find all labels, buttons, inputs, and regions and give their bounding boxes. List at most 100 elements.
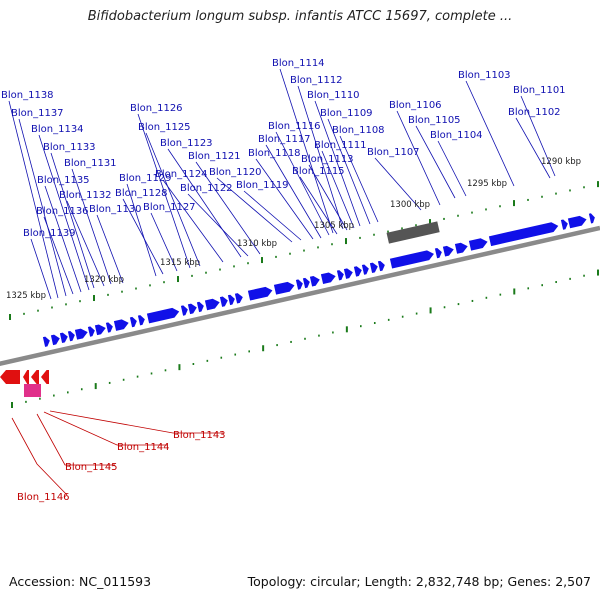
forward-gene-arrow[interactable] [343, 267, 354, 279]
forward-gene-label[interactable]: Blon_1106 [389, 100, 442, 111]
forward-gene-arrow[interactable] [488, 221, 559, 247]
forward-gene-label[interactable]: Blon_1123 [160, 138, 213, 149]
gene-leader-line [8, 100, 59, 299]
gene-leader-line [162, 179, 224, 263]
forward-gene-arrow[interactable] [353, 265, 363, 277]
forward-gene-label[interactable]: Blon_1107 [367, 147, 420, 158]
forward-gene-arrow[interactable] [320, 271, 337, 285]
forward-gene-label[interactable]: Blon_1113 [301, 154, 354, 165]
forward-gene-arrow[interactable] [50, 334, 61, 346]
forward-gene-arrow[interactable] [247, 286, 274, 301]
forward-gene-arrow[interactable] [560, 219, 569, 230]
reverse-gene-label[interactable]: Blon_1144 [117, 442, 170, 453]
forward-gene-arrow[interactable] [567, 215, 588, 229]
gene-leader-line [150, 212, 178, 272]
forward-gene-arrow[interactable] [129, 316, 138, 328]
forward-gene-arrow[interactable] [234, 292, 244, 304]
forward-gene-arrow[interactable] [227, 294, 236, 306]
gene-leader-line [145, 132, 201, 267]
forward-gene-arrow[interactable] [196, 301, 205, 313]
forward-gene-arrow[interactable] [468, 237, 489, 251]
forward-gene-arrow[interactable] [442, 245, 455, 257]
forward-gene-arrow[interactable] [302, 277, 311, 289]
forward-gene-label[interactable]: Blon_1135 [37, 175, 90, 186]
forward-gene-label[interactable]: Blon_1133 [43, 142, 96, 153]
forward-gene-arrow[interactable] [204, 297, 221, 311]
forward-gene-label[interactable]: Blon_1126 [130, 103, 183, 114]
forward-gene-arrow[interactable] [146, 307, 180, 324]
reverse-gene-label[interactable]: Blon_1143 [173, 430, 226, 441]
forward-gene-label[interactable]: Blon_1128 [115, 188, 168, 199]
forward-gene-arrow[interactable] [67, 330, 76, 342]
forward-gene-arrow[interactable] [309, 275, 321, 287]
pink-feature[interactable] [24, 384, 41, 397]
forward-gene-label[interactable]: Blon_1118 [248, 148, 301, 159]
gene-leader-line [49, 410, 223, 434]
gene-leader-line [275, 131, 330, 236]
forward-gene-arrow[interactable] [113, 318, 130, 331]
gray-feature[interactable] [386, 221, 440, 244]
forward-gene-arrow[interactable] [42, 336, 51, 347]
forward-gene-arrow[interactable] [87, 326, 96, 337]
forward-gene-label[interactable]: Blon_1134 [31, 124, 84, 135]
reverse-gene-arrow[interactable] [23, 370, 29, 384]
forward-gene-arrow[interactable] [336, 269, 345, 281]
forward-gene-label[interactable]: Blon_1114 [272, 58, 325, 69]
forward-gene-label[interactable]: Blon_1132 [59, 190, 112, 201]
forward-gene-label[interactable]: Blon_1117 [258, 134, 311, 145]
forward-gene-label[interactable]: Blon_1108 [332, 125, 385, 136]
forward-gene-label[interactable]: Blon_1124 [155, 169, 208, 180]
forward-gene-arrow[interactable] [59, 332, 69, 344]
forward-gene-label[interactable]: Blon_1138 [1, 90, 54, 101]
forward-gene-label[interactable]: Blon_1103 [458, 70, 511, 81]
forward-gene-label[interactable]: Blon_1110 [307, 90, 360, 101]
scale-label: 1310 kbp [237, 239, 277, 249]
forward-gene-arrow[interactable] [389, 249, 435, 269]
forward-gene-label[interactable]: Blon_1119 [236, 180, 289, 191]
forward-gene-arrow[interactable] [74, 327, 89, 340]
forward-gene-arrow[interactable] [219, 296, 229, 307]
forward-gene-label[interactable]: Blon_1105 [408, 115, 461, 126]
reverse-gene-label[interactable]: Blon_1145 [65, 462, 118, 473]
forward-gene-label[interactable]: Blon_1121 [188, 151, 241, 162]
gene-leader-line [44, 185, 82, 293]
forward-gene-label[interactable]: Blon_1120 [209, 167, 262, 178]
reverse-gene-label[interactable]: Blon_1146 [17, 492, 70, 503]
forward-gene-label[interactable]: Blon_1104 [430, 130, 483, 141]
forward-gene-label[interactable]: Blon_1101 [513, 85, 566, 96]
forward-gene-arrow[interactable] [187, 303, 198, 315]
reverse-gene-arrow[interactable] [31, 370, 39, 384]
forward-gene-arrow[interactable] [377, 260, 386, 272]
forward-gene-arrow[interactable] [180, 305, 189, 316]
forward-gene-arrow[interactable] [369, 262, 379, 273]
forward-gene-arrow[interactable] [295, 279, 304, 290]
forward-gene-label[interactable]: Blon_1125 [138, 122, 191, 133]
forward-gene-label[interactable]: Blon_1139 [23, 228, 76, 239]
forward-gene-label[interactable]: Blon_1116 [268, 121, 321, 132]
forward-gene-arrow[interactable] [105, 322, 114, 333]
forward-gene-label[interactable]: Blon_1129 [119, 173, 172, 184]
forward-gene-label[interactable]: Blon_1136 [36, 206, 89, 217]
reverse-gene-arrow[interactable] [0, 370, 20, 384]
forward-gene-arrow[interactable] [361, 264, 370, 275]
forward-gene-label[interactable]: Blon_1109 [320, 108, 373, 119]
forward-gene-arrow[interactable] [273, 281, 296, 295]
forward-gene-arrow[interactable] [434, 247, 443, 259]
forward-gene-arrow[interactable] [94, 323, 107, 336]
forward-gene-label[interactable]: Blon_1131 [64, 158, 117, 169]
forward-gene-arrow[interactable] [454, 241, 469, 254]
forward-gene-arrow[interactable] [588, 213, 596, 224]
forward-gene-label[interactable]: Blon_1102 [508, 107, 561, 118]
forward-gene-label[interactable]: Blon_1115 [292, 166, 345, 177]
forward-gene-label[interactable]: Blon_1112 [290, 75, 343, 86]
forward-gene-label[interactable]: Blon_1137 [11, 108, 64, 119]
forward-gene-label[interactable]: Blon_1127 [143, 202, 196, 213]
reverse-gene-arrow[interactable] [41, 370, 49, 384]
gene-leader-line [515, 117, 551, 179]
forward-gene-label[interactable]: Blon_1111 [314, 140, 367, 151]
forward-gene-arrow[interactable] [137, 314, 146, 326]
forward-gene-label[interactable]: Blon_1122 [180, 183, 233, 194]
gene-leader-line [167, 148, 242, 258]
forward-gene-label[interactable]: Blon_1130 [89, 204, 142, 215]
